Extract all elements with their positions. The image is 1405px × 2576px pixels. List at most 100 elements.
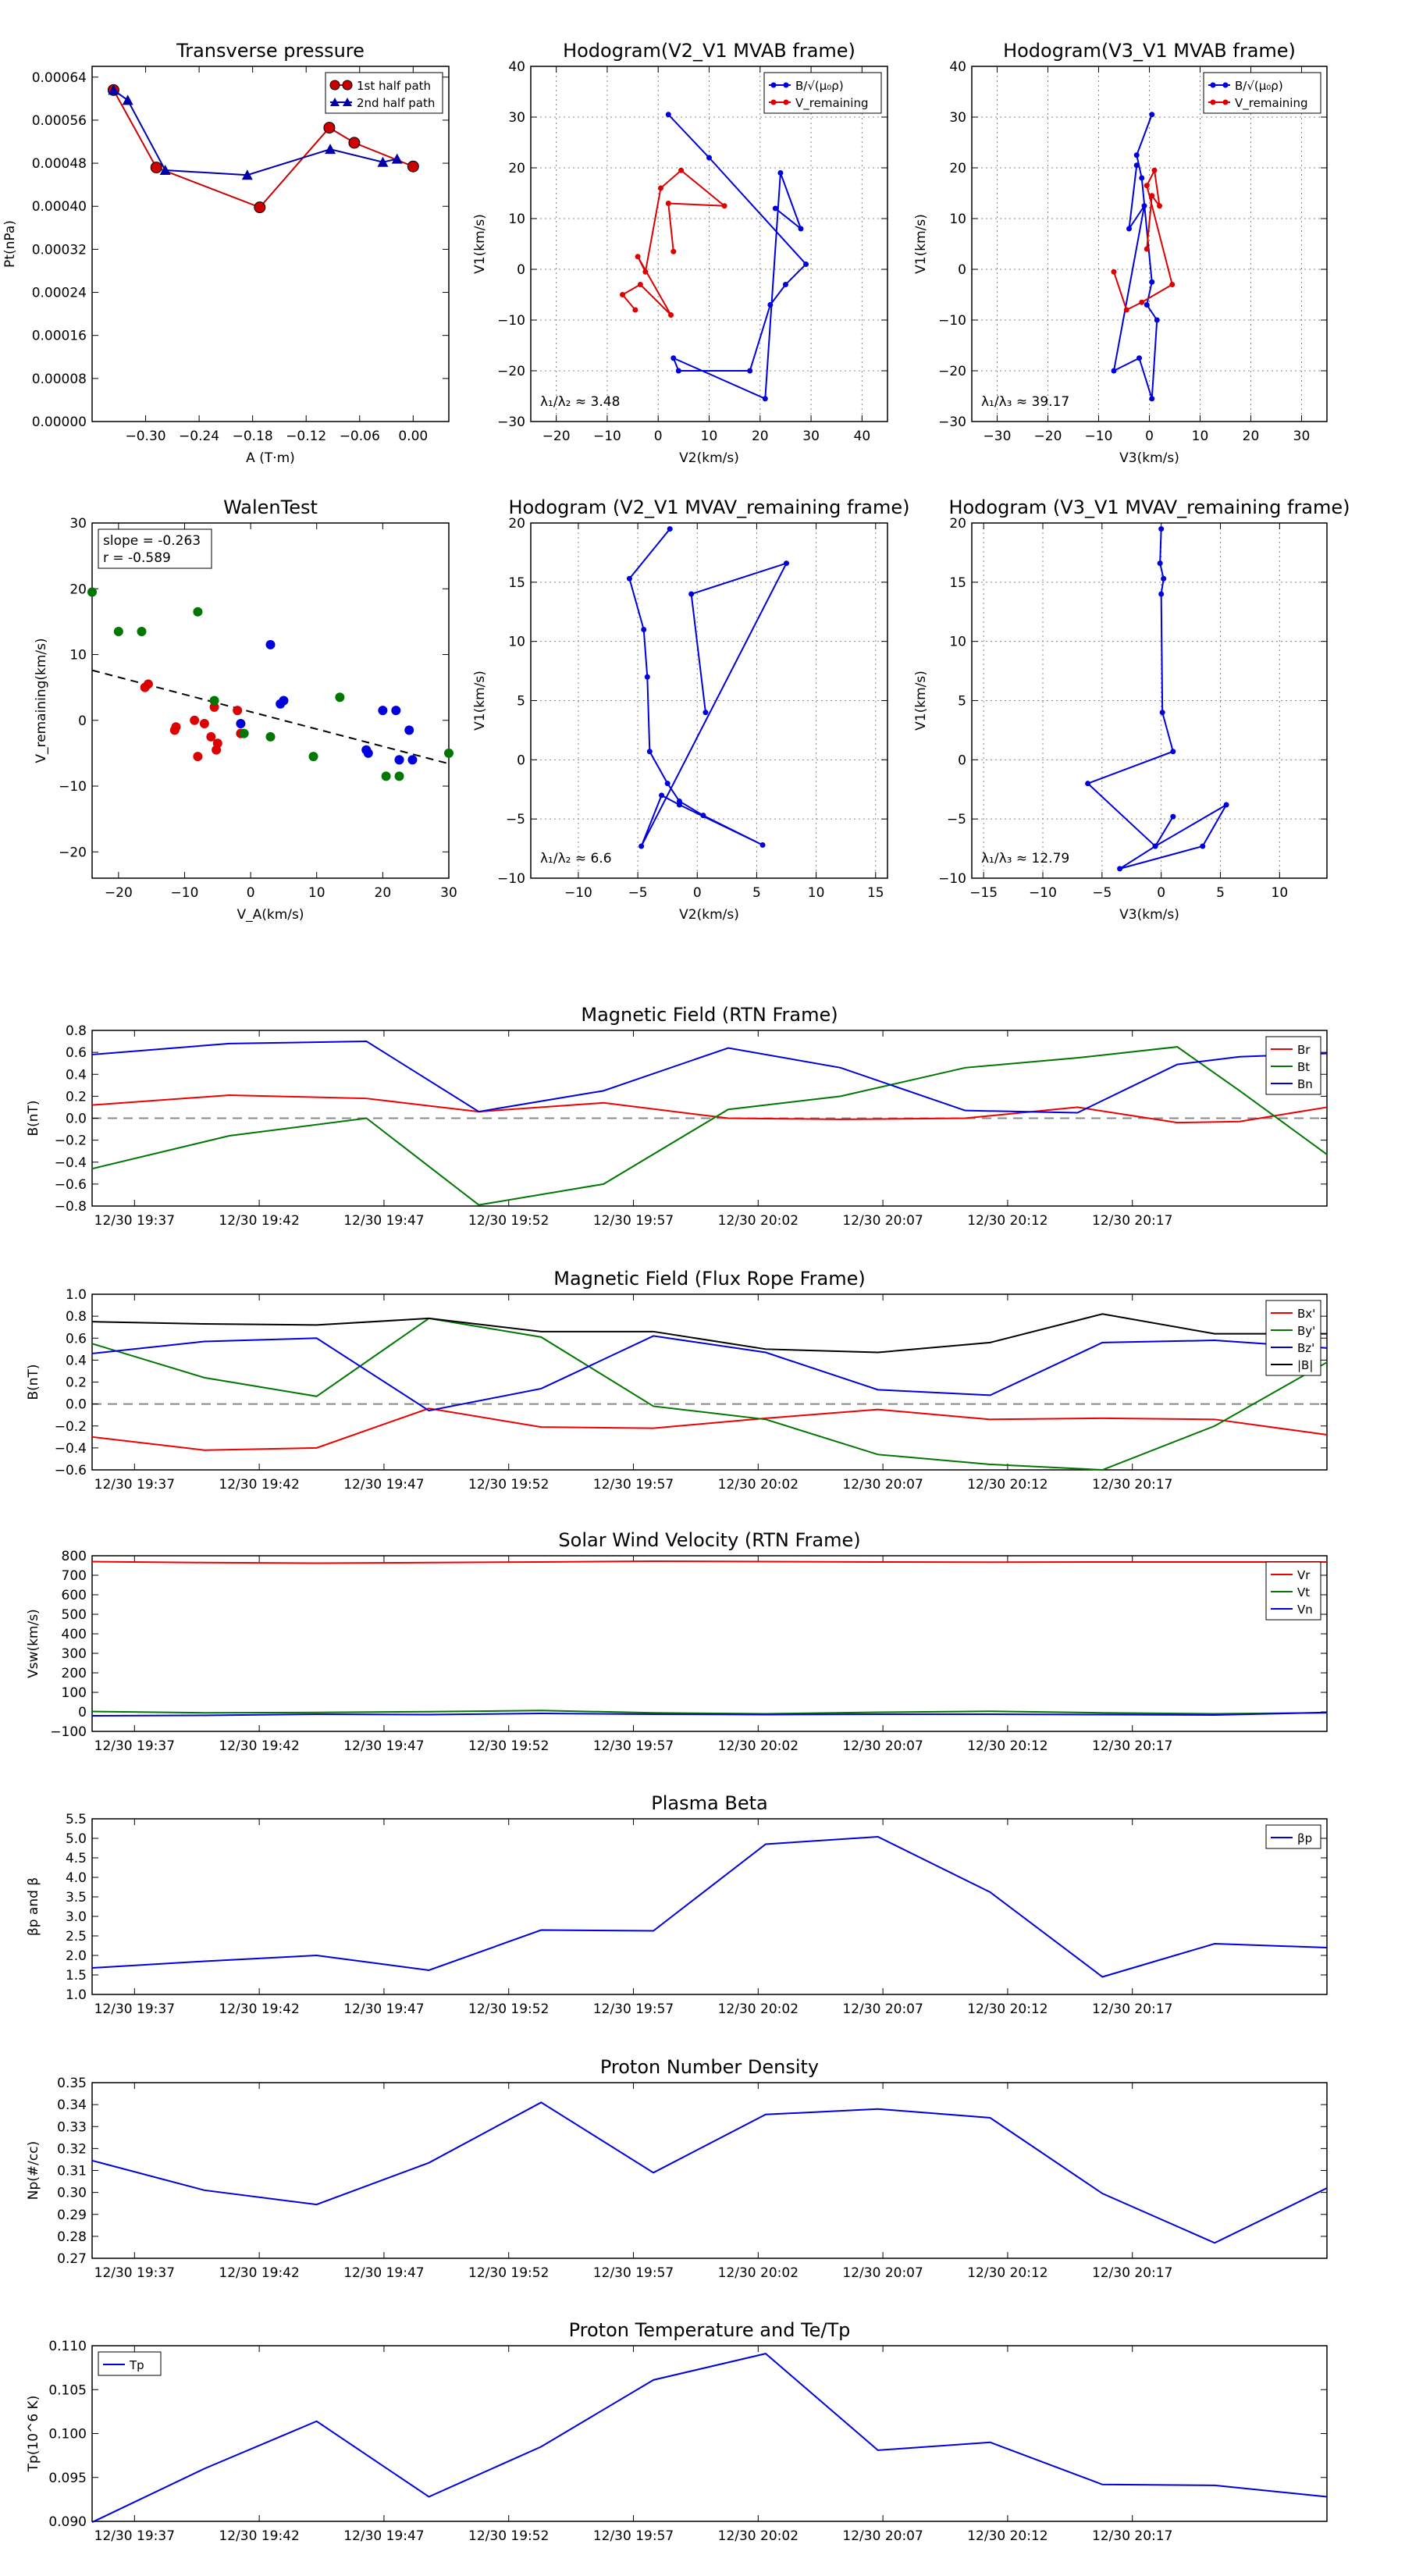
scatter-point [407, 755, 418, 765]
y-tick-label: 30 [69, 516, 87, 532]
y-tick-label: 5.5 [66, 1812, 87, 1827]
scatter-point [233, 706, 243, 716]
series-line [112, 89, 414, 208]
data-point [1157, 203, 1162, 209]
x-tick-label: 10 [808, 885, 825, 901]
x-tick-label: 10 [1192, 429, 1209, 444]
chart-title: Hodogram(V3_V1 MVAB frame) [1003, 40, 1296, 62]
y-axis-label: Pt(nPa) [2, 220, 18, 268]
y-tick-label: 500 [62, 1607, 87, 1623]
scatter-point [171, 722, 181, 732]
data-point [659, 792, 665, 799]
legend-label: Bx' [1297, 1307, 1315, 1321]
y-tick-label: 0.8 [66, 1309, 87, 1325]
legend-marker [1222, 99, 1229, 105]
series-line [91, 2353, 1328, 2524]
series-line [91, 1407, 1328, 1451]
x-tick-label: 5 [752, 885, 761, 901]
data-point [803, 262, 809, 267]
x-tick-label: −20 [1034, 429, 1062, 444]
data-point [762, 396, 768, 402]
y-tick-label: 10 [508, 212, 525, 227]
x-tick-label: −15 [969, 885, 998, 901]
y-tick-label: 0.4 [66, 1067, 87, 1083]
x-tick-label: 12/30 20:02 [718, 1213, 799, 1229]
data-point [1111, 269, 1117, 275]
data-point [1133, 152, 1140, 158]
legend-label: 1st half path [357, 79, 431, 93]
scatter-point [404, 725, 414, 735]
y-tick-label: 0.0 [66, 1112, 87, 1127]
legend-marker [770, 99, 777, 105]
data-point [1123, 307, 1129, 313]
data-point [626, 575, 632, 582]
legend-marker [770, 82, 777, 88]
x-tick-label: 12/30 19:47 [343, 2265, 424, 2281]
y-tick-label: 1.0 [66, 1287, 87, 1303]
x-tick-label: 12/30 20:17 [1092, 2265, 1172, 2281]
legend-label: Tp [129, 2358, 144, 2372]
data-point [798, 226, 804, 232]
x-tick-label: 12/30 20:07 [842, 2528, 923, 2544]
y-tick-label: 600 [62, 1588, 87, 1603]
x-tick-label: 12/30 19:52 [468, 1738, 549, 1754]
y-axis-label: βp and β [26, 1877, 41, 1936]
x-axis-label: V_A(km/s) [237, 907, 304, 923]
series-line [91, 1335, 1328, 1412]
data-point [700, 813, 706, 819]
scatter-point [381, 771, 391, 781]
data-point [1158, 591, 1165, 597]
data-point [1149, 396, 1155, 402]
chart-beta: Plasma Beta 12/30 19:37 12/30 19:42 12/30 1… [26, 1792, 1328, 2017]
plot-frame [91, 2082, 1328, 2259]
legend-box [763, 72, 882, 114]
data-point [1151, 167, 1158, 173]
x-tick-label: 12/30 20:17 [1092, 2528, 1172, 2544]
data-point [721, 203, 727, 209]
y-tick-label: −5 [506, 812, 525, 827]
data-point [665, 201, 671, 206]
x-tick-label: 12/30 20:17 [1092, 1738, 1172, 1754]
legend-label: Vn [1297, 1603, 1313, 1617]
data-point [646, 749, 653, 755]
scatter-point [206, 731, 216, 742]
chart-hodo3: Hodogram (V2_V1 MVAV_remaining frame) −10… [472, 496, 910, 923]
y-axis-label: B(nT) [26, 1100, 41, 1136]
legend-marker [1210, 99, 1216, 105]
chart-hodo4: Hodogram (V3_V1 MVAV_remaining frame) −15… [913, 496, 1350, 923]
data-point [759, 842, 766, 849]
y-tick-label: 0.00008 [32, 372, 87, 387]
scatter-point [239, 728, 249, 738]
y-tick-label: 4.5 [66, 1851, 87, 1866]
x-tick-label: −10 [1085, 429, 1113, 444]
y-tick-label: 10 [508, 635, 525, 650]
data-point [1085, 781, 1091, 787]
x-tick-label: 40 [854, 429, 871, 444]
scatter-point [137, 627, 147, 637]
legend-marker [343, 98, 352, 106]
y-tick-label: 0.35 [57, 2076, 87, 2091]
chart-hodo1: Hodogram(V2_V1 MVAB frame) −20 −10 0 10 20 30 4… [472, 40, 888, 466]
y-tick-label: −20 [59, 845, 87, 860]
y-tick-label: 0 [958, 753, 966, 768]
x-tick-label: 12/30 19:47 [343, 1477, 424, 1493]
legend-marker [329, 80, 340, 91]
x-tick-label: 12/30 19:47 [343, 2001, 424, 2017]
series-line [1112, 114, 1158, 400]
scatter-point [394, 771, 404, 781]
y-tick-label: 300 [62, 1646, 87, 1662]
x-tick-label: −10 [564, 885, 592, 901]
legend: B/√(μ₀ρ) V_remaining [763, 72, 882, 114]
series-line [91, 1041, 1328, 1114]
data-point [1159, 710, 1165, 716]
legend-label: Vt [1297, 1585, 1310, 1599]
x-tick-label: −10 [171, 885, 199, 901]
y-tick-label: 40 [508, 59, 525, 75]
y-tick-label: 0 [78, 1705, 87, 1720]
x-tick-label: 0 [654, 429, 663, 444]
x-tick-label: 30 [440, 885, 457, 901]
y-tick-label: 40 [949, 59, 966, 75]
y-tick-label: −0.2 [55, 1419, 87, 1435]
x-tick-label: 12/30 20:12 [967, 2265, 1048, 2281]
y-tick-label: −0.8 [55, 1199, 87, 1215]
